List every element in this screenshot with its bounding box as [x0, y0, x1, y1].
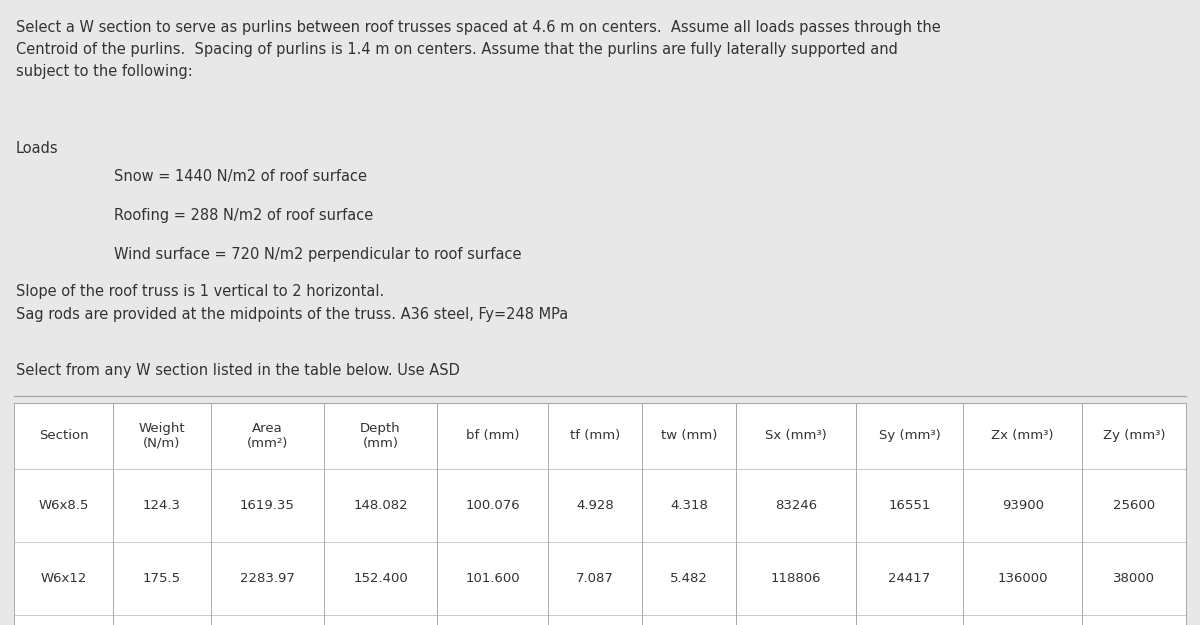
Text: 100.076: 100.076 — [466, 499, 520, 512]
Text: Select a W section to serve as purlins between roof trusses spaced at 4.6 m on c: Select a W section to serve as purlins b… — [16, 20, 941, 79]
Text: 4.928: 4.928 — [576, 499, 614, 512]
Text: Section: Section — [38, 429, 89, 442]
Text: 1619.35: 1619.35 — [240, 499, 295, 512]
Text: 16551: 16551 — [888, 499, 931, 512]
Text: 148.082: 148.082 — [353, 499, 408, 512]
Text: 152.400: 152.400 — [353, 572, 408, 585]
Text: W6x8.5: W6x8.5 — [38, 499, 89, 512]
Text: Snow = 1440 N/m2 of roof surface: Snow = 1440 N/m2 of roof surface — [114, 169, 367, 184]
Text: 136000: 136000 — [997, 572, 1048, 585]
Text: 24417: 24417 — [888, 572, 930, 585]
Text: Weight
(N/m): Weight (N/m) — [138, 422, 185, 450]
Text: 38000: 38000 — [1114, 572, 1156, 585]
Text: Wind surface = 720 N/m2 perpendicular to roof surface: Wind surface = 720 N/m2 perpendicular to… — [114, 248, 522, 262]
Text: Loads: Loads — [16, 141, 59, 156]
Text: 5.482: 5.482 — [671, 572, 708, 585]
Text: Area
(mm²): Area (mm²) — [246, 422, 288, 450]
Text: Select from any W section listed in the table below. Use ASD: Select from any W section listed in the … — [16, 362, 460, 378]
Text: 4.318: 4.318 — [671, 499, 708, 512]
Text: 175.5: 175.5 — [143, 572, 181, 585]
Text: Zx (mm³): Zx (mm³) — [991, 429, 1054, 442]
Text: 2283.97: 2283.97 — [240, 572, 295, 585]
Text: Sx (mm³): Sx (mm³) — [766, 429, 827, 442]
Text: Sy (mm³): Sy (mm³) — [878, 429, 941, 442]
Text: 7.087: 7.087 — [576, 572, 614, 585]
Text: tf (mm): tf (mm) — [570, 429, 620, 442]
Text: W6x12: W6x12 — [41, 572, 86, 585]
Text: Slope of the roof truss is 1 vertical to 2 horizontal.
Sag rods are provided at : Slope of the roof truss is 1 vertical to… — [16, 284, 568, 322]
Text: 93900: 93900 — [1002, 499, 1044, 512]
Text: tw (mm): tw (mm) — [661, 429, 718, 442]
Text: Zy (mm³): Zy (mm³) — [1103, 429, 1165, 442]
Text: bf (mm): bf (mm) — [466, 429, 520, 442]
Text: 118806: 118806 — [770, 572, 822, 585]
FancyBboxPatch shape — [14, 403, 1186, 625]
Text: Depth
(mm): Depth (mm) — [360, 422, 401, 450]
Text: 25600: 25600 — [1112, 499, 1156, 512]
Text: 124.3: 124.3 — [143, 499, 180, 512]
Text: 83246: 83246 — [775, 499, 817, 512]
Text: Roofing = 288 N/m2 of roof surface: Roofing = 288 N/m2 of roof surface — [114, 208, 373, 223]
Text: 101.600: 101.600 — [466, 572, 520, 585]
